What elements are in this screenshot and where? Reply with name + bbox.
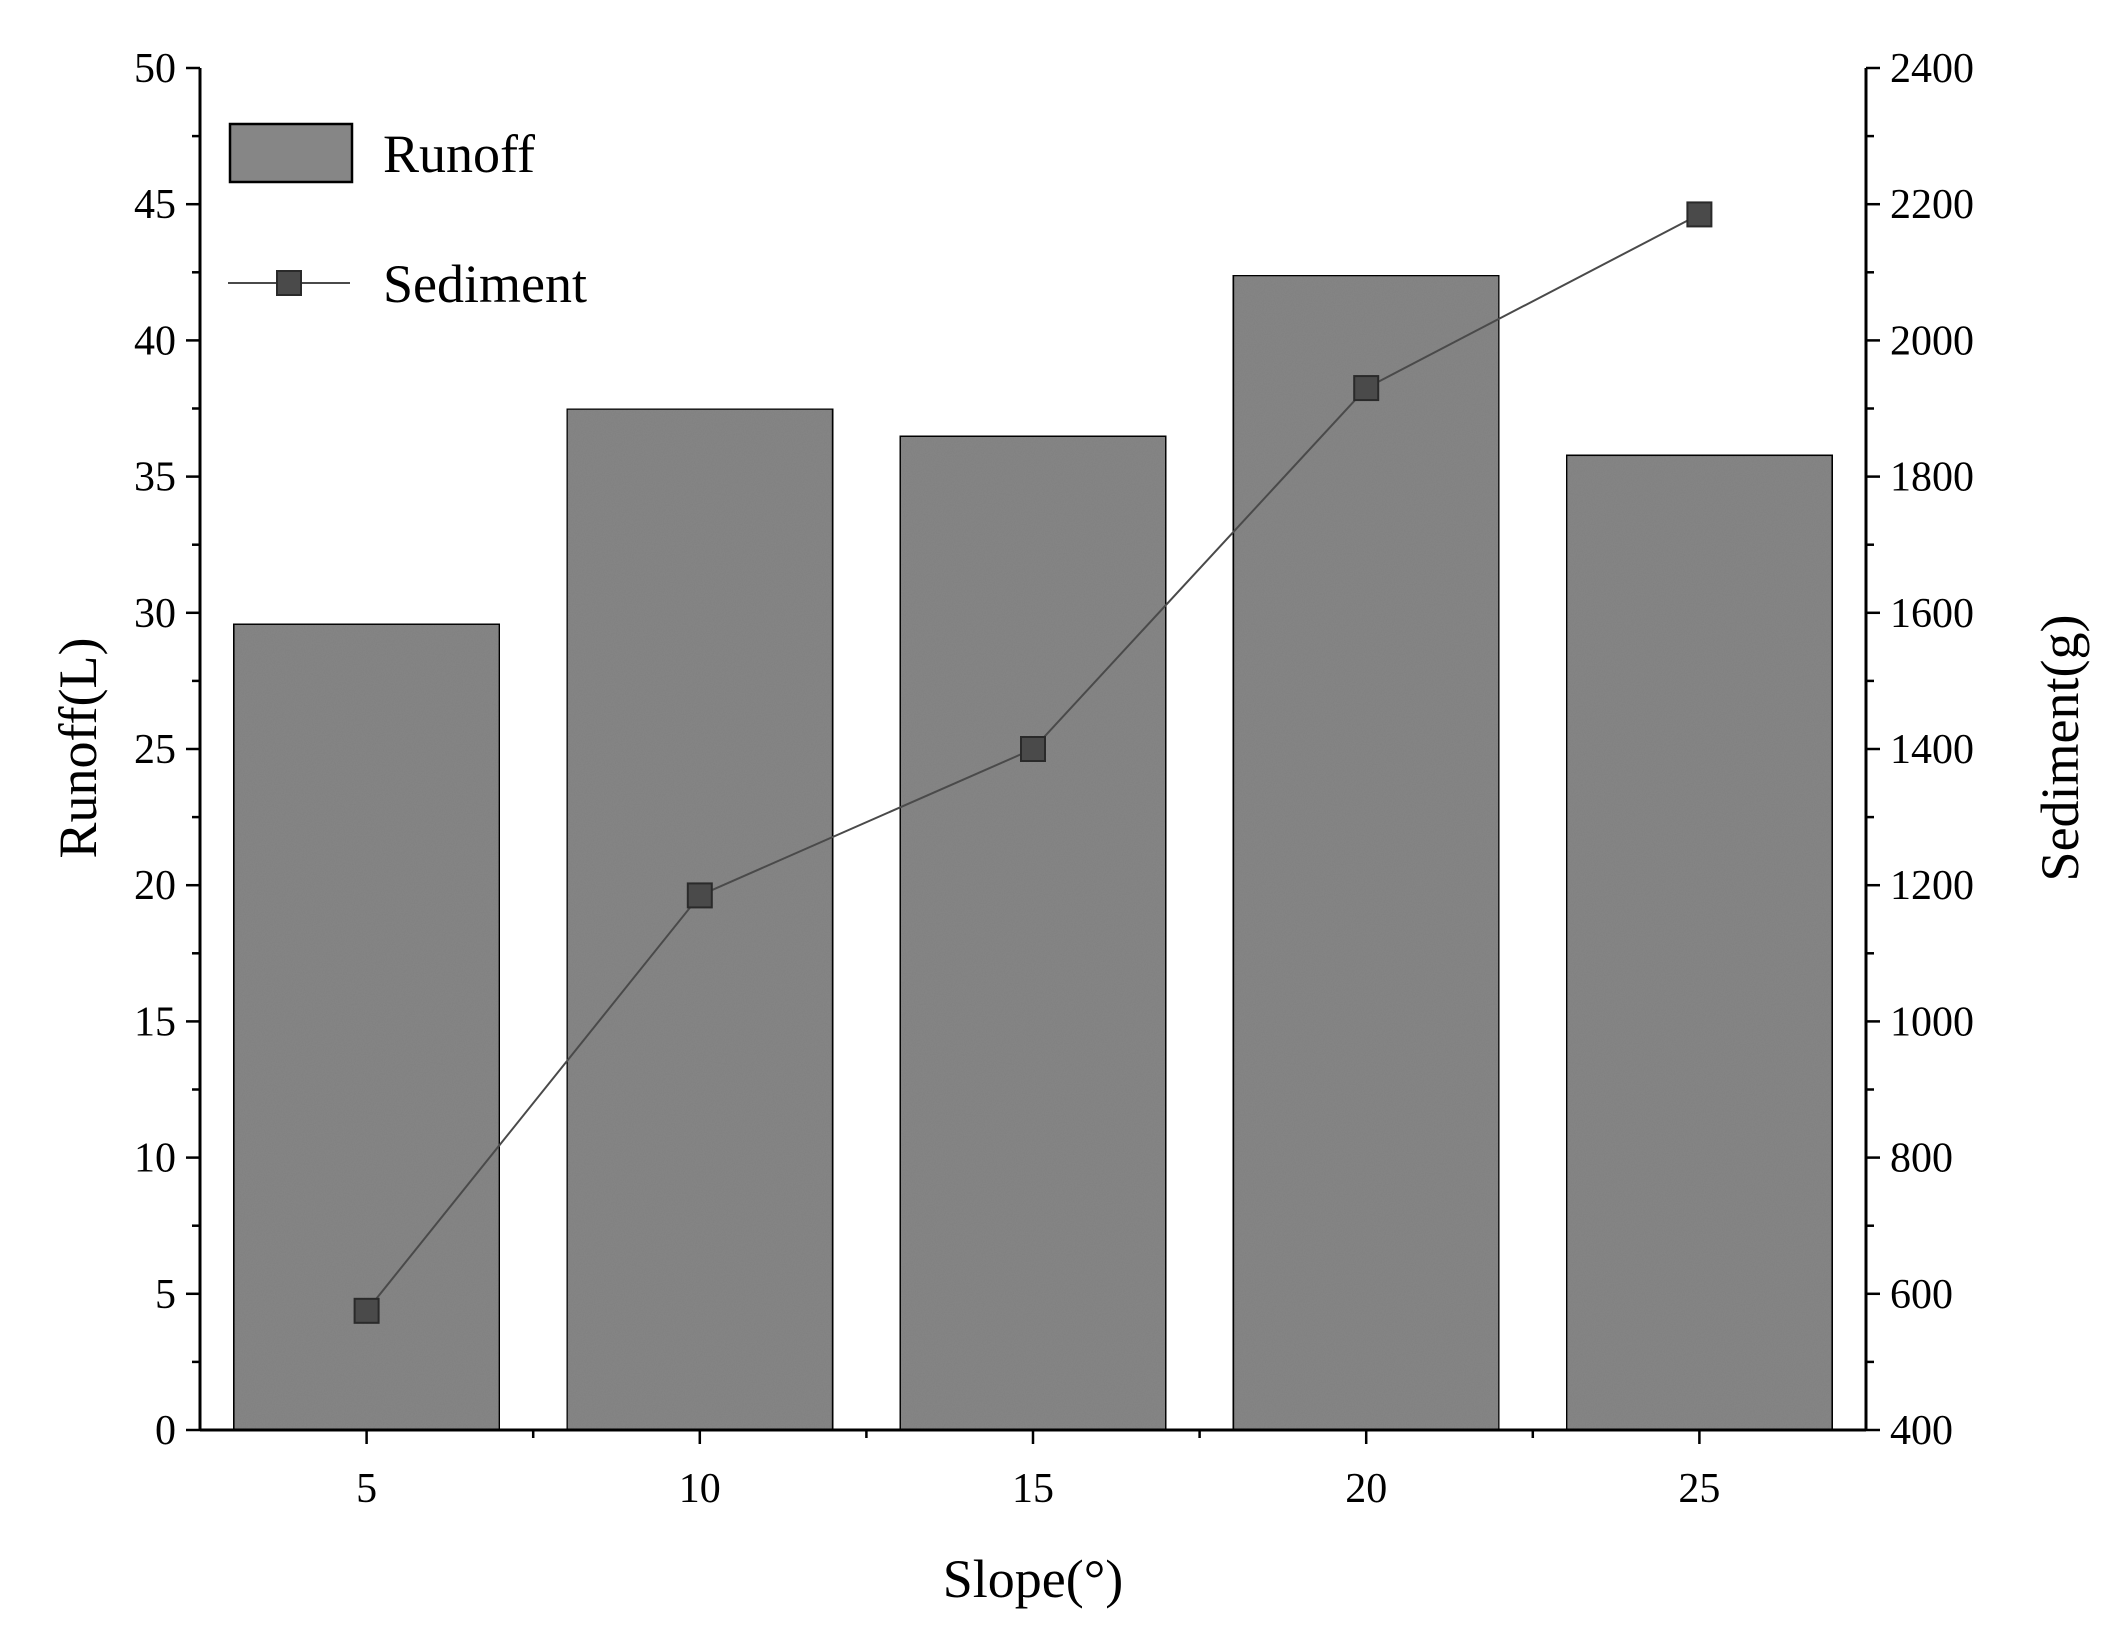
y2-tick-label-1800: 1800: [1890, 455, 1974, 501]
y-tick-label-20: 20: [134, 863, 176, 909]
legend-sediment-label: Sediment: [383, 254, 587, 314]
y2-tick-label-400: 400: [1890, 1408, 1953, 1454]
y2-tick-label-1400: 1400: [1890, 727, 1974, 773]
y-tick-label-25: 25: [134, 727, 176, 773]
y-axis-title-left: Runoff(L): [48, 638, 108, 859]
x-tick-label-10: 10: [679, 1466, 721, 1512]
y2-tick-label-2000: 2000: [1890, 318, 1974, 364]
legend: Runoff Sediment: [228, 122, 587, 314]
sediment-point-15: [1020, 736, 1046, 762]
y-tick-label-45: 45: [134, 182, 176, 228]
y-tick-label-10: 10: [134, 1136, 176, 1182]
x-tick-label-15: 15: [1012, 1466, 1054, 1512]
runoff-bars: [232, 273, 1834, 1432]
y-axis-title-right: Sediment(g): [2030, 615, 2090, 882]
sediment-point-20: [1353, 375, 1380, 402]
runoff-bar-15: [898, 434, 1168, 1432]
runoff-bar-25: [1564, 453, 1834, 1432]
y2-tick-label-600: 600: [1890, 1272, 1953, 1318]
runoff-bar-20: [1231, 273, 1501, 1432]
y2-tick-label-2400: 2400: [1890, 46, 1974, 92]
y2-tick-label-1000: 1000: [1890, 999, 1974, 1045]
y-tick-label-0: 0: [155, 1408, 176, 1454]
axes: 0 5 10 15 20 25 30 35 40 45 50 400 600 800 1000 1200 140…: [134, 46, 1974, 1512]
y-tick-label-40: 40: [134, 318, 176, 364]
sediment-line-series: [353, 201, 1713, 1324]
y2-tick-label-800: 800: [1890, 1136, 1953, 1182]
legend-runoff-swatch: [228, 122, 354, 184]
x-tick-label-20: 20: [1345, 1466, 1387, 1512]
sediment-point-25: [1686, 201, 1713, 228]
runoff-bar-10: [565, 407, 835, 1432]
y-tick-label-35: 35: [134, 455, 176, 501]
y-tick-label-15: 15: [134, 999, 176, 1045]
y2-tick-label-1600: 1600: [1890, 591, 1974, 637]
sediment-point-10: [686, 882, 713, 909]
x-tick-label-25: 25: [1678, 1466, 1720, 1512]
legend-runoff-label: Runoff: [383, 124, 535, 184]
y-tick-label-50: 50: [134, 46, 176, 92]
y-tick-label-5: 5: [155, 1272, 176, 1318]
legend-sediment-marker: [276, 270, 302, 296]
y-tick-label-30: 30: [134, 591, 176, 637]
x-tick-label-5: 5: [356, 1466, 377, 1512]
sediment-point-5: [353, 1297, 380, 1324]
runoff-bar-5: [232, 622, 502, 1432]
y2-tick-label-2200: 2200: [1890, 182, 1974, 228]
x-axis-title: Slope(°): [943, 1549, 1124, 1609]
y2-tick-label-1200: 1200: [1890, 863, 1974, 909]
